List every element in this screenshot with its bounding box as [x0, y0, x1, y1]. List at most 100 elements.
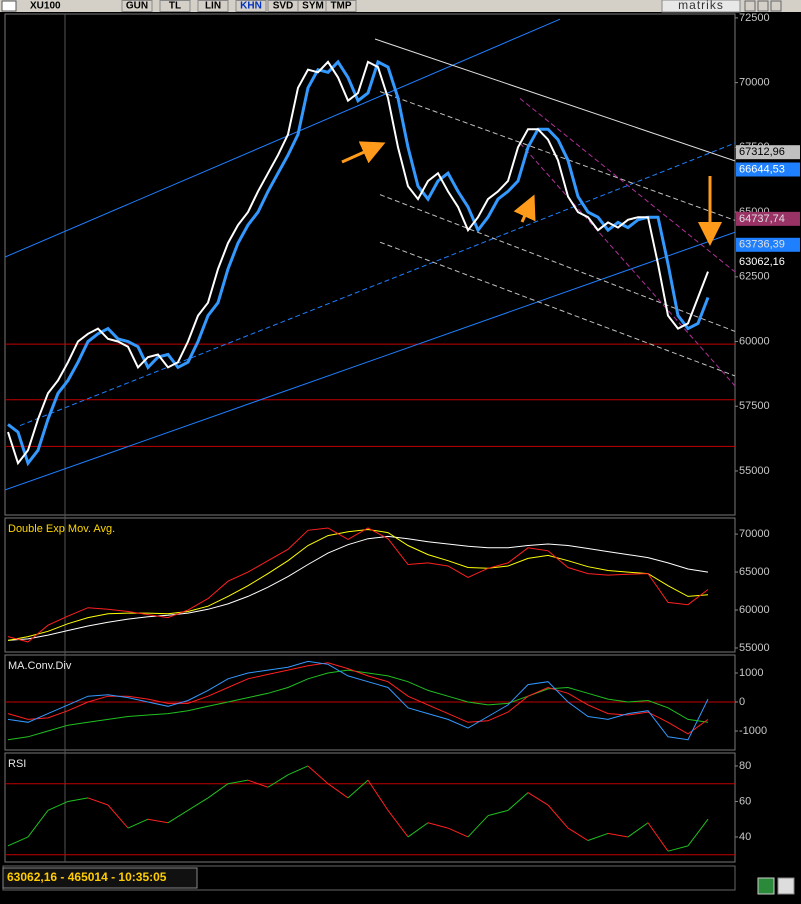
toolbar-button[interactable]: [325, 0, 357, 12]
toolbar-button[interactable]: [235, 0, 267, 12]
toolbar-button-label[interactable]: KHN: [240, 1, 262, 12]
y-tick-label: 57500: [739, 400, 770, 412]
series-line: [7, 59, 710, 467]
trend-line: [379, 91, 735, 221]
rsi-segment: [47, 801, 69, 811]
rsi-segment: [467, 815, 489, 838]
price-label-box: [736, 255, 800, 270]
symbol[interactable]: XU100: [30, 1, 61, 12]
rsi-segment: [347, 779, 369, 799]
rsi-segment: [107, 804, 129, 829]
trend-line: [519, 142, 735, 387]
toolbar-buttons: GUN TL LIN KHN SVD SYM TMP: [121, 0, 357, 12]
y-tick-label: 60000: [739, 604, 770, 616]
rsi-segment: [307, 765, 329, 785]
panel-frame: [4, 517, 736, 653]
rsi-segment: [287, 765, 309, 776]
toolbar-button-label[interactable]: GUN: [126, 1, 148, 12]
price-label: 66644,53: [739, 163, 785, 175]
series-line: [7, 669, 709, 741]
series-line: [7, 528, 709, 641]
rsi-segment: [627, 822, 649, 838]
price-label-box: [736, 162, 800, 177]
rsi-segment: [427, 822, 449, 829]
toolbar-button[interactable]: [159, 0, 191, 12]
trend-line: [5, 231, 735, 491]
y-tick-label: 0: [739, 696, 745, 708]
symbol-icon[interactable]: [1, 0, 17, 12]
series-line: [7, 535, 709, 641]
y-tick-label: 60: [739, 795, 751, 807]
rsi-segment: [387, 810, 409, 838]
toolbar-button[interactable]: [121, 0, 153, 12]
series-line: [7, 60, 709, 466]
rsi-segment: [647, 822, 669, 852]
y-tick-label: 62500: [739, 271, 770, 283]
y-tick-label: 55000: [739, 642, 770, 654]
refresh-button[interactable]: [757, 877, 775, 895]
brand-box: [661, 0, 741, 13]
y-tick-label: 72500: [739, 12, 770, 24]
price-label: 63062,16: [739, 256, 785, 268]
rsi-segment: [567, 827, 589, 841]
y-tick-label: 55000: [739, 465, 770, 477]
toolbar-button-label[interactable]: TL: [169, 1, 181, 12]
arrow: [341, 141, 386, 164]
minimize[interactable]: [744, 0, 756, 12]
rsi-segment: [667, 845, 689, 852]
toolbar-button-label[interactable]: SVD: [273, 1, 294, 12]
panel-frame: [4, 752, 736, 863]
rsi-segment: [207, 783, 229, 799]
y-tick-label: 60000: [739, 335, 770, 347]
status-box: [2, 867, 198, 889]
series-line: [7, 662, 709, 735]
y-tick-label: 1000: [739, 667, 763, 679]
rsi-segment: [327, 783, 349, 799]
rsi-segment: [247, 779, 269, 788]
trend-line: [374, 38, 735, 162]
rsi-segment: [187, 797, 209, 811]
arrow: [513, 194, 536, 223]
rsi-segment: [487, 809, 509, 817]
rsi-segment: [687, 818, 709, 847]
panel-title: RSI: [8, 758, 26, 770]
macd-panel: [5, 660, 735, 741]
trend-line: [5, 18, 561, 258]
y-tick-label: 70000: [739, 528, 770, 540]
price-label-box: [736, 145, 800, 160]
rsi-panel: [5, 765, 735, 856]
maximize[interactable]: [757, 0, 769, 12]
close[interactable]: [770, 0, 782, 12]
y-tick-label: 70000: [739, 77, 770, 89]
rsi-segment: [547, 804, 569, 829]
y-tick-label: -1000: [739, 725, 767, 737]
panel-title: Double Exp Mov. Avg.: [8, 523, 115, 535]
rsi-segment: [127, 818, 149, 829]
toolbar-button-label[interactable]: TMP: [330, 1, 351, 12]
trend-line: [519, 98, 735, 273]
rsi-segment: [587, 832, 609, 841]
rsi-segment: [507, 792, 529, 811]
rsi-segment: [407, 822, 429, 838]
toolbar-button-label[interactable]: LIN: [205, 1, 221, 12]
rsi-segment: [147, 818, 169, 824]
y-tick-label: 65000: [739, 566, 770, 578]
panel-frame: [4, 13, 736, 516]
axes: 5500057500600006250065000675007000072500…: [8, 12, 800, 886]
price-label: 64737,74: [739, 213, 785, 225]
price-label: 63736,39: [739, 239, 785, 251]
rsi-segment: [227, 779, 249, 785]
brand: matriks: [678, 0, 724, 12]
settings-button[interactable]: [777, 877, 795, 895]
panel-frame: [4, 654, 736, 751]
toolbar-button[interactable]: [197, 0, 229, 12]
rsi-segment: [87, 797, 109, 806]
series-line: [7, 660, 709, 741]
status: 63062,16 - 465014 - 10:35:05: [7, 870, 167, 884]
trend-line: [19, 142, 735, 427]
rsi-segment: [527, 792, 549, 806]
toolbar-button-label[interactable]: SYM: [302, 1, 324, 12]
y-tick-label: 80: [739, 760, 751, 772]
